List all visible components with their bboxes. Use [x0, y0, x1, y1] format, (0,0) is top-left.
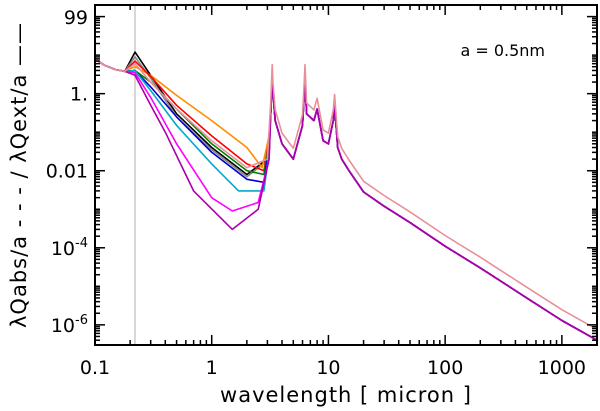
series-line-9 [94, 58, 598, 341]
tick-label-layer: 0.1 1 10 100 1000 99 1. 0.01 10-4 10-6 [46, 7, 586, 379]
series-line-5 [94, 58, 598, 341]
series-line-7 [94, 58, 598, 341]
annotation-grain-size: a = 0.5nm [460, 41, 545, 60]
series-line-4 [94, 58, 598, 341]
y-tick-label: 10-4 [51, 236, 88, 260]
x-axis-label: wavelength [ micron ] [220, 383, 472, 407]
series-line-8 [94, 58, 598, 341]
y-axis-label: λQabs/a - - - / λQext/a —— [7, 22, 31, 328]
series-line-3 [94, 58, 598, 341]
tick-layer [94, 4, 598, 346]
x-tick-label: 100 [427, 357, 463, 379]
x-tick-label: 10 [316, 357, 340, 379]
x-tick-label: 1 [206, 357, 218, 379]
series-line-1 [94, 51, 598, 341]
series-line-6 [94, 58, 598, 341]
y-tick-label: 0.01 [46, 161, 88, 183]
y-tick-label: 10-6 [51, 313, 88, 337]
x-tick-label: 1000 [538, 357, 586, 379]
series-line-10 [94, 58, 598, 331]
y-tick-label: 1. [70, 84, 88, 106]
series-layer [94, 51, 598, 341]
y-tick-label: 99 [64, 7, 88, 29]
x-tick-label: 0.1 [80, 357, 110, 379]
